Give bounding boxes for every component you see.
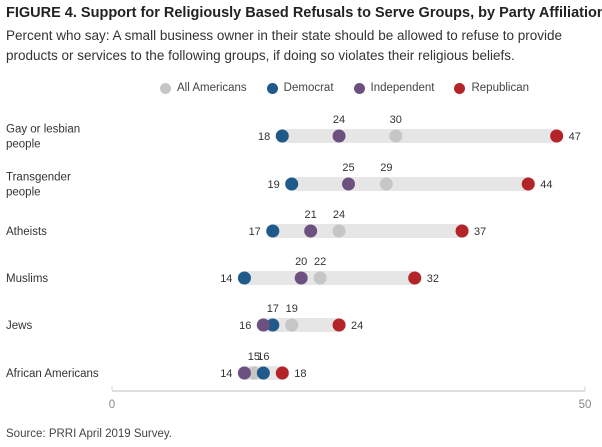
x-tick-label: 50	[579, 399, 592, 411]
data-point-all-americans	[389, 129, 403, 143]
data-label: 47	[569, 131, 581, 143]
data-label: 16	[239, 320, 251, 332]
data-label: 16	[257, 351, 269, 363]
data-label: 17	[267, 303, 279, 315]
category-label: people	[6, 139, 41, 151]
legend-swatch	[160, 82, 171, 94]
source-note: Source: PRRI April 2019 Survey.	[6, 428, 172, 440]
data-point-all-americans	[285, 318, 299, 332]
x-tick-label: 0	[109, 399, 115, 411]
legend-swatch	[454, 82, 466, 94]
data-label: 44	[540, 179, 552, 191]
legend-label: All Americans	[177, 82, 247, 94]
data-point-all-americans	[313, 271, 327, 285]
data-point-democrat	[275, 129, 289, 143]
category-label: African Americans	[6, 368, 99, 380]
data-label: 15	[248, 351, 260, 363]
data-label: 18	[294, 368, 306, 380]
data-label: 30	[390, 114, 402, 126]
data-label: 32	[427, 273, 439, 285]
legend: All Americans Democrat Independent Repub…	[160, 82, 529, 94]
data-label: 29	[380, 162, 392, 174]
category-label: Jews	[6, 320, 32, 332]
data-point-republican	[275, 366, 289, 380]
data-label: 24	[333, 209, 345, 221]
data-point-independent	[304, 224, 318, 238]
data-label: 37	[474, 226, 486, 238]
data-label: 17	[249, 226, 261, 238]
data-label: 25	[342, 162, 354, 174]
legend-item-democrat: Democrat	[266, 82, 334, 94]
data-point-republican	[408, 271, 422, 285]
data-label: 18	[258, 131, 270, 143]
category-label: Atheists	[6, 226, 47, 238]
category-label: people	[6, 187, 41, 199]
data-point-democrat	[237, 271, 251, 285]
data-label: 24	[333, 114, 345, 126]
legend-item-all-americans: All Americans	[160, 82, 247, 94]
data-point-independent	[256, 318, 270, 332]
legend-label: Democrat	[283, 82, 334, 94]
data-label: 20	[295, 256, 307, 268]
data-label: 21	[305, 209, 317, 221]
data-label: 22	[314, 256, 326, 268]
category-label: Gay or lesbian	[6, 124, 80, 136]
data-point-all-americans	[379, 177, 393, 191]
legend-label: Republican	[471, 82, 530, 94]
data-label: 19	[267, 179, 279, 191]
data-point-independent	[342, 177, 355, 191]
chart-subtitle: Percent who say: A small business owner …	[6, 28, 563, 63]
data-point-republican	[550, 129, 564, 143]
data-point-democrat	[285, 177, 299, 191]
data-point-democrat	[266, 318, 280, 332]
data-point-republican	[455, 224, 469, 238]
legend-item-independent: Independent	[353, 82, 435, 94]
data-point-independent	[237, 366, 251, 380]
legend-swatch	[353, 82, 365, 94]
category-label: Transgender	[6, 172, 71, 184]
data-point-independent	[332, 129, 346, 143]
data-point-all-americans	[247, 366, 261, 380]
data-label: 14	[220, 273, 232, 285]
data-point-independent	[294, 271, 308, 285]
data-label: 19	[286, 303, 298, 315]
category-label: Muslims	[6, 273, 48, 285]
data-point-democrat	[256, 366, 270, 380]
data-label: 24	[351, 320, 363, 332]
legend-swatch	[266, 82, 278, 94]
data-label: 14	[220, 368, 232, 380]
data-point-all-americans	[332, 224, 346, 238]
legend-item-republican: Republican	[454, 82, 529, 94]
legend-label: Independent	[370, 82, 435, 94]
chart-title: FIGURE 4. Support for Religiously Based …	[6, 5, 602, 21]
data-point-republican	[521, 177, 535, 191]
data-point-republican	[332, 318, 346, 332]
data-point-democrat	[266, 224, 280, 238]
